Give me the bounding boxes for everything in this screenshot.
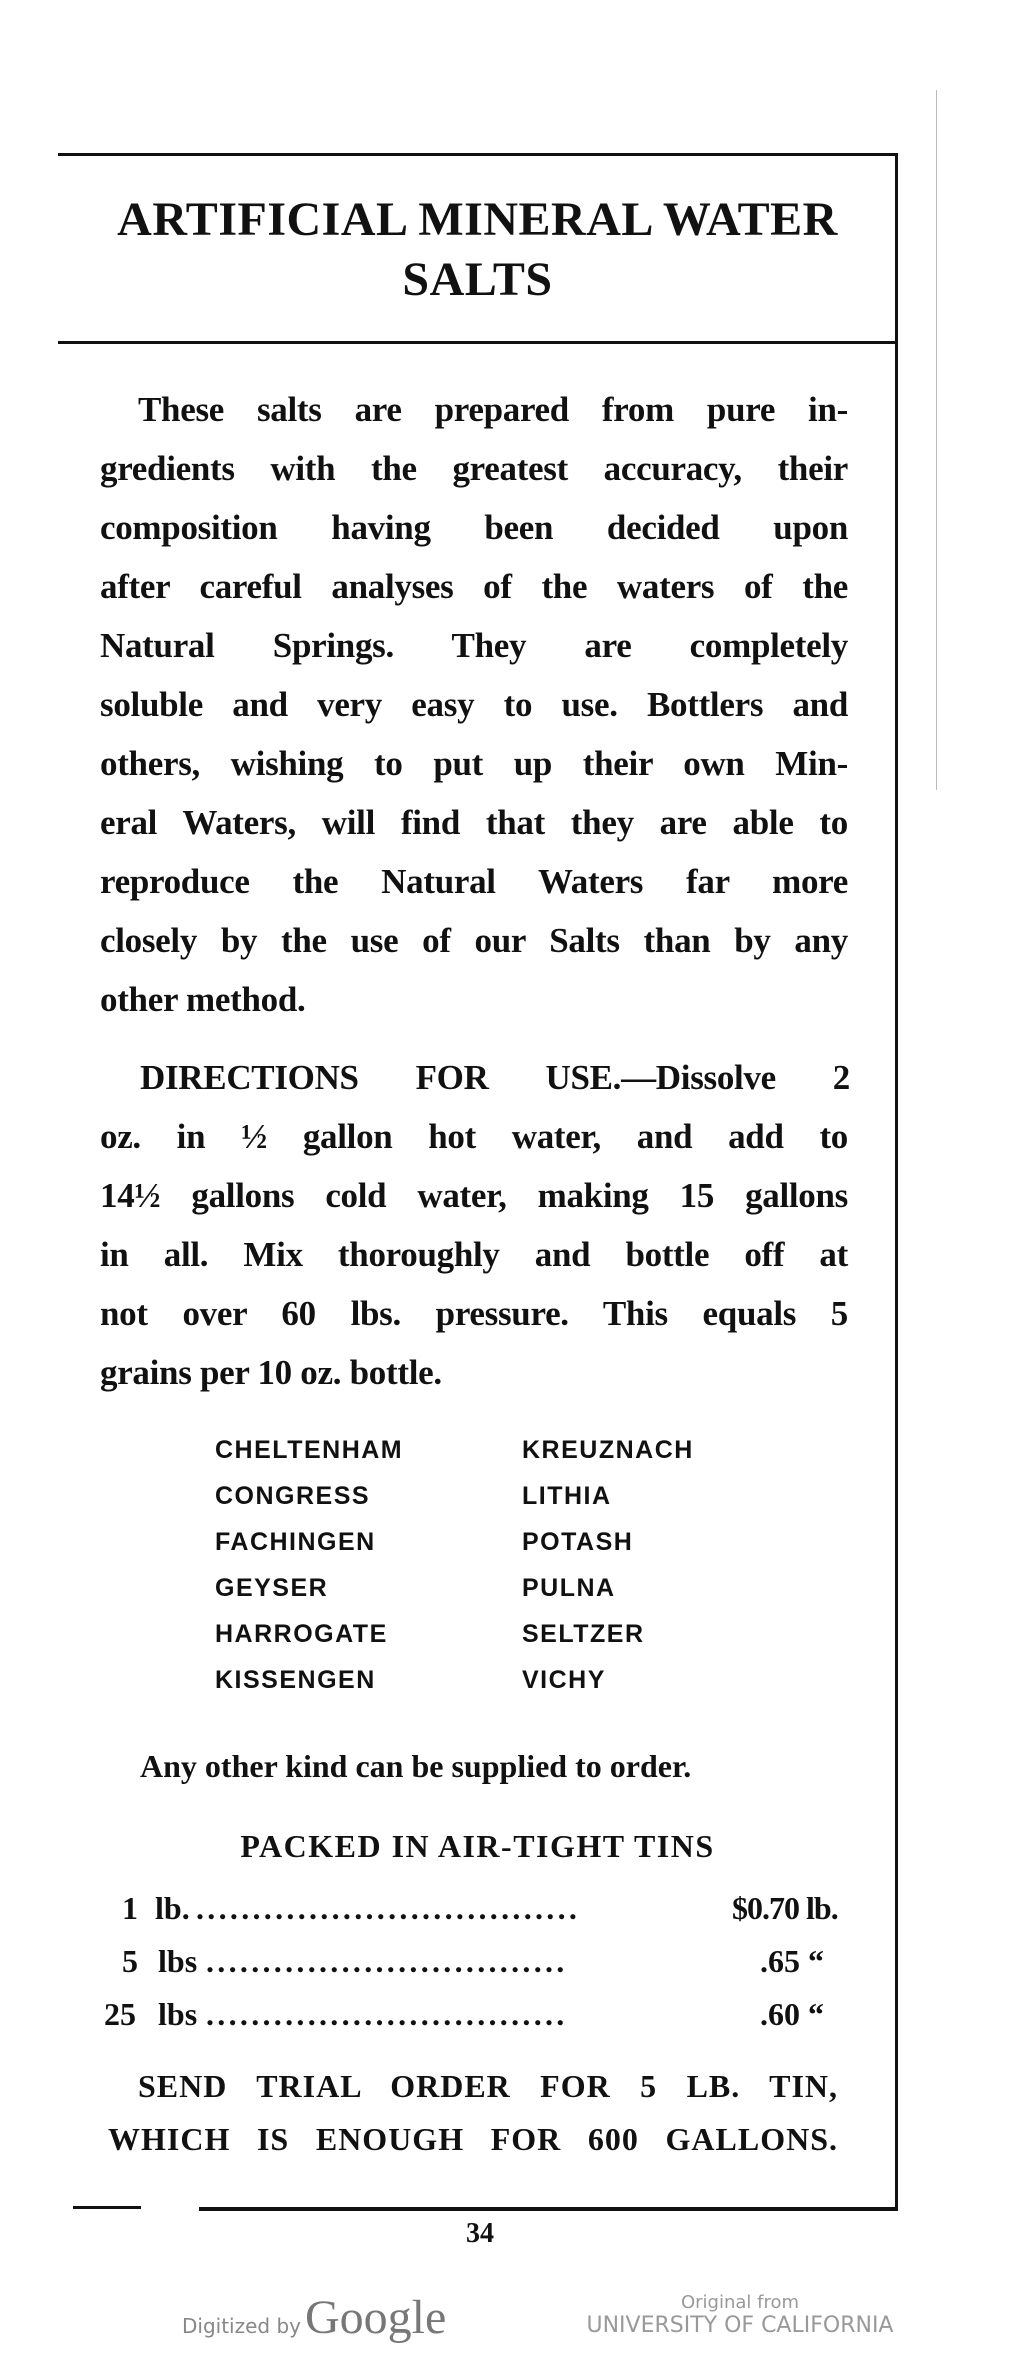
other-kind-note: Any other kind can be supplied to order. bbox=[140, 1748, 692, 1784]
price-qty: 5 bbox=[122, 1943, 138, 1979]
variety-item: GEYSER bbox=[215, 1574, 329, 1602]
text-line: These salts are prepared from pure in- bbox=[138, 390, 848, 429]
bottom-rule bbox=[199, 2207, 898, 2211]
price-value: $0.70 lb. bbox=[732, 1890, 839, 1926]
title-divider bbox=[58, 341, 898, 344]
text-line: 14½ gallons cold water, making 15 gallon… bbox=[100, 1176, 848, 1215]
margin-rule bbox=[936, 90, 937, 790]
price-unit: lbs bbox=[158, 1943, 198, 1979]
text-line: other method. bbox=[100, 980, 306, 1019]
text-line: eral Waters, will find that they are abl… bbox=[100, 803, 848, 842]
price-unit: lb. bbox=[155, 1890, 190, 1926]
page-title-line2: SALTS bbox=[402, 253, 553, 306]
price-qty: 1 bbox=[122, 1890, 138, 1926]
text-line: composition having been decided upon bbox=[100, 508, 848, 547]
page-title: ARTIFICIAL MINERAL WATER bbox=[117, 193, 838, 246]
variety-item: PULNA bbox=[522, 1574, 616, 1602]
variety-item: SELTZER bbox=[522, 1620, 645, 1648]
text-line: others, wishing to put up their own Min- bbox=[100, 744, 848, 783]
variety-item: FACHINGEN bbox=[215, 1528, 376, 1556]
variety-item: KREUZNACH bbox=[522, 1436, 694, 1464]
price-leader: .................................. bbox=[196, 1890, 581, 1926]
text-line: in all. Mix thoroughly and bottle off at bbox=[100, 1235, 848, 1274]
footer-digitized: Digitized by Google bbox=[182, 2290, 446, 2345]
bottom-rule-short bbox=[73, 2206, 141, 2209]
variety-item: VICHY bbox=[522, 1666, 606, 1694]
variety-item: KISSENGEN bbox=[215, 1666, 376, 1694]
trial-offer-line: SEND TRIAL ORDER FOR 5 LB. TIN, bbox=[138, 2068, 838, 2104]
text-line: not over 60 lbs. pressure. This equals 5 bbox=[100, 1294, 848, 1333]
text-line: after careful analyses of the waters of … bbox=[100, 567, 848, 606]
variety-item: LITHIA bbox=[522, 1482, 612, 1510]
variety-item: HARROGATE bbox=[215, 1620, 388, 1648]
packed-heading: PACKED IN AIR-TIGHT TINS bbox=[240, 1828, 715, 1864]
digitized-by-label: Digitized by bbox=[182, 2314, 301, 2338]
text-line: closely by the use of our Salts than by … bbox=[100, 921, 848, 960]
price-value: .60 “ bbox=[760, 1996, 824, 2032]
price-qty: 25 bbox=[104, 1996, 136, 2032]
box-right-rule bbox=[895, 153, 898, 2211]
variety-item: CONGRESS bbox=[215, 1482, 371, 1510]
text-line: oz. in ½ gallon hot water, and add to bbox=[100, 1117, 848, 1156]
trial-offer-line: WHICH IS ENOUGH FOR 600 GALLONS. bbox=[108, 2121, 838, 2157]
variety-item: POTASH bbox=[522, 1528, 634, 1556]
variety-item: CHELTENHAM bbox=[215, 1436, 404, 1464]
text-line: soluble and very easy to use. Bottlers a… bbox=[100, 685, 848, 724]
text-line: DIRECTIONS FOR USE.—Dissolve 2 bbox=[140, 1058, 850, 1097]
footer-origin: Original from UNIVERSITY OF CALIFORNIA bbox=[580, 2292, 900, 2338]
text-line: gredients with the greatest accuracy, th… bbox=[100, 449, 848, 488]
text-line: Natural Springs. They are completely bbox=[100, 626, 848, 665]
price-leader: ................................ bbox=[206, 1943, 568, 1979]
box-top-rule bbox=[58, 153, 898, 156]
price-leader: ................................ bbox=[206, 1996, 568, 2032]
page-number: 34 bbox=[466, 2218, 494, 2249]
price-value: .65 “ bbox=[760, 1943, 824, 1979]
price-unit: lbs bbox=[158, 1996, 198, 2032]
text-line: reproduce the Natural Waters far more bbox=[100, 862, 848, 901]
original-from-label: Original from bbox=[680, 2292, 800, 2313]
institution-label: UNIVERSITY OF CALIFORNIA bbox=[586, 2313, 894, 2338]
google-logo: Google bbox=[305, 2291, 447, 2344]
text-line: grains per 10 oz. bottle. bbox=[100, 1353, 442, 1392]
